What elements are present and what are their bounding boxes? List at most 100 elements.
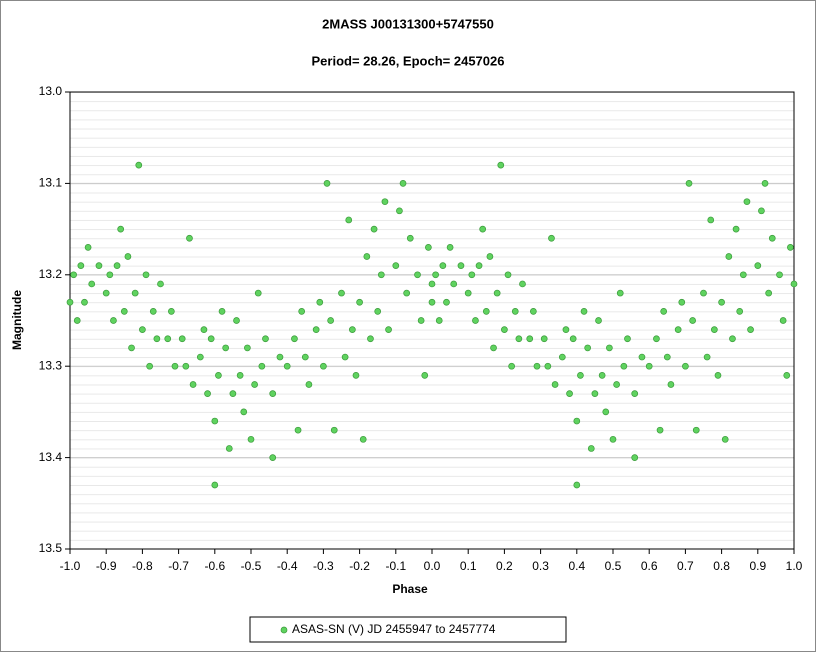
x-tick-label: -0.4	[277, 559, 298, 573]
x-tick-label: -0.5	[241, 559, 262, 573]
data-point	[439, 262, 447, 270]
x-tick-label: -0.8	[132, 559, 153, 573]
legend-box	[249, 616, 567, 643]
data-point	[656, 426, 664, 434]
data-point	[558, 353, 566, 361]
data-point	[515, 335, 523, 343]
data-point	[323, 180, 331, 187]
data-point	[504, 271, 512, 279]
data-point	[254, 289, 262, 297]
data-point	[450, 280, 458, 288]
x-tick-label: -0.9	[96, 559, 117, 573]
data-point	[689, 317, 696, 324]
data-point	[251, 381, 258, 388]
data-point	[345, 216, 353, 224]
data-point	[606, 344, 613, 352]
data-point	[674, 326, 682, 333]
data-point	[754, 262, 762, 270]
x-tick-label: 0.5	[605, 559, 622, 573]
data-point	[102, 289, 110, 297]
data-point	[352, 371, 360, 379]
x-tick-label: -0.1	[385, 559, 406, 573]
data-point	[725, 253, 733, 260]
data-point	[482, 308, 490, 315]
data-point	[298, 308, 306, 315]
data-point	[247, 435, 255, 443]
y-axis-label: Magnitude	[10, 290, 24, 350]
data-point	[475, 262, 483, 270]
data-point	[113, 262, 121, 270]
data-point	[73, 317, 81, 324]
data-point	[117, 225, 125, 233]
data-point	[196, 353, 204, 361]
data-point	[301, 353, 309, 361]
legend-label: ASAS-SN (V) JD 2455947 to 2457774	[292, 622, 496, 636]
data-point	[511, 308, 519, 315]
data-point	[758, 207, 765, 215]
data-point	[548, 234, 555, 242]
x-tick-label: 0.2	[496, 559, 513, 573]
data-point	[508, 362, 515, 370]
data-point	[714, 371, 722, 379]
data-point	[577, 371, 584, 379]
data-point	[128, 344, 135, 352]
minor-grid	[70, 92, 794, 549]
data-point	[787, 244, 794, 251]
data-point	[729, 335, 736, 343]
data-point	[468, 271, 476, 279]
data-point	[682, 362, 689, 370]
data-point	[526, 335, 534, 343]
data-point	[678, 298, 686, 306]
data-point	[153, 335, 161, 343]
data-point	[573, 481, 581, 489]
data-point	[685, 180, 693, 187]
data-point	[660, 308, 668, 315]
data-point	[385, 326, 392, 333]
data-point	[312, 326, 320, 333]
data-point	[204, 390, 211, 397]
data-point	[425, 244, 432, 251]
data-point	[602, 408, 610, 416]
data-point	[613, 381, 620, 388]
data-point	[417, 317, 425, 324]
data-point	[157, 280, 164, 288]
data-point	[443, 298, 450, 306]
data-point	[218, 308, 226, 315]
data-point	[721, 435, 729, 443]
data-point	[269, 390, 277, 397]
data-point	[446, 244, 454, 251]
data-point	[631, 454, 639, 461]
data-point	[139, 326, 146, 333]
x-axis-label: Phase	[392, 582, 428, 596]
data-point	[356, 298, 363, 306]
data-point	[765, 289, 773, 297]
data-point	[403, 289, 411, 297]
x-tick-label: -0.6	[204, 559, 225, 573]
y-tick-label: 13.2	[39, 267, 63, 281]
data-point	[229, 390, 237, 397]
x-tick-label: 1.0	[786, 559, 803, 573]
data-point	[294, 426, 302, 434]
data-point	[399, 180, 407, 187]
data-point	[624, 335, 631, 343]
data-point	[497, 161, 505, 169]
y-tick-label: 13.5	[39, 541, 63, 555]
data-point	[562, 326, 570, 333]
data-point	[544, 362, 552, 370]
data-point	[663, 353, 671, 361]
data-point	[598, 371, 606, 379]
data-point	[149, 308, 157, 315]
data-point	[533, 362, 541, 370]
data-point	[182, 362, 190, 370]
data-point	[146, 362, 153, 370]
data-point	[768, 234, 776, 242]
data-point	[88, 280, 96, 288]
data-point	[207, 335, 215, 343]
data-point	[779, 317, 787, 324]
data-point	[739, 271, 747, 279]
data-point	[638, 353, 646, 361]
data-point	[591, 390, 599, 397]
data-point	[540, 335, 548, 343]
data-point	[236, 371, 244, 379]
